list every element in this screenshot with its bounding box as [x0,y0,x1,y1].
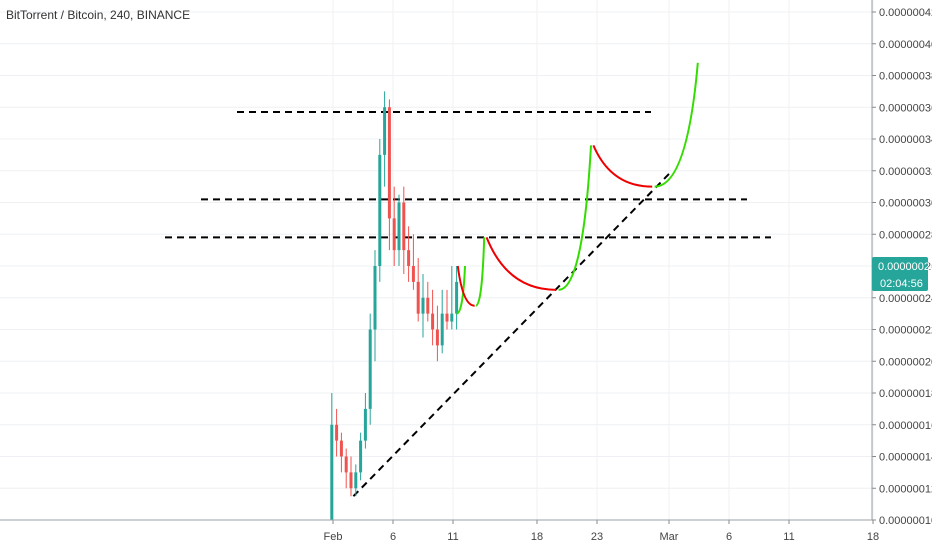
candle [402,186,406,274]
y-tick-label: 0.00000028 [879,229,932,241]
candle-body [440,313,444,346]
y-tick-label: 0.00000016 [879,420,932,432]
candle-body [445,313,449,322]
projection-up [558,145,592,291]
candle [383,91,387,187]
y-tick-label: 0.00000018 [879,388,932,400]
chart-title: BitTorrent / Bitcoin, 240, BINANCE [6,8,190,22]
candle [397,194,401,266]
guide-lines [165,111,771,497]
candle-body [411,266,415,282]
x-tick-label: 23 [591,531,603,543]
candle-body [359,440,363,473]
candle-body [330,424,334,520]
candle [339,432,343,473]
projection-lines [456,62,699,315]
candle-body [407,250,411,266]
candle [440,289,444,354]
x-tick-label: 18 [867,531,879,543]
y-tick-label: 0.00000010 [879,515,932,527]
candle-body [354,472,358,489]
candle [368,313,372,425]
candle [359,432,363,481]
candle [349,456,353,497]
candle [426,281,430,322]
projection-down [592,144,653,188]
y-tick-label: 0.00000036 [879,102,932,114]
candle-body [387,107,391,219]
candle [450,266,454,330]
candle [354,464,358,497]
candle [378,139,382,282]
candle [373,250,377,362]
y-tick-label: 0.00000014 [879,452,932,464]
candle [445,289,449,330]
y-tick-label: 0.00000012 [879,483,932,495]
x-tick-label: Mar [660,531,679,543]
candle [387,99,391,251]
candle-body [339,440,343,457]
projection-up [654,62,699,188]
candle [363,393,367,449]
candle-body [431,313,435,330]
y-tick-label: 0.00000040 [879,39,932,51]
candle [407,226,411,282]
y-tick-label: 0.00000038 [879,71,932,83]
candle-body [383,107,387,155]
candle [431,289,435,346]
projection-down [485,237,557,291]
price-tag-background [872,257,928,291]
candle-body [421,297,425,314]
candle [330,393,334,520]
candle-body [349,472,353,489]
candle-body [373,266,377,330]
candle-body [402,202,406,251]
projection-down [456,265,475,307]
x-tick-label: 6 [726,531,732,543]
candle-body [335,424,339,441]
candle-body [397,202,401,251]
x-tick-label: 11 [447,531,458,543]
candle [416,258,420,322]
candle [344,448,348,489]
current-price-tag: 0.00000026 02:04:56 [872,257,932,291]
y-tick-label: 0.00000034 [879,134,932,146]
y-tick-label: 0.00000030 [879,198,932,210]
x-tick-label: 6 [390,531,396,543]
projection-up [475,237,486,307]
x-tick-label: 18 [531,531,543,543]
candle [455,266,459,330]
candle-body [450,313,454,322]
candle-body [368,329,372,409]
candle [421,273,425,338]
candle-body [435,329,439,346]
candle [411,234,415,290]
candle-body [416,281,420,314]
x-tick-label: 11 [783,531,794,543]
y-tick-label: 0.00000022 [879,325,932,337]
grid [0,0,874,521]
candle-body [392,218,396,251]
candle-body [363,408,367,441]
candle-body [344,456,348,473]
y-tick-label: 0.00000042 [879,7,932,19]
countdown-timer: 02:04:56 [880,278,923,290]
candle [435,305,439,362]
x-tick-label: Feb [324,531,343,543]
candle [335,408,339,457]
candles [330,91,459,520]
y-tick-label: 0.00000020 [879,356,932,368]
trend-line [352,173,670,497]
candle-body [455,281,459,314]
y-tick-label: 0.00000032 [879,166,932,178]
candle-body [426,297,430,314]
current-price-value: 0.00000026 [878,261,932,273]
y-tick-label: 0.00000024 [879,293,932,305]
candle [392,186,396,266]
candle-body [378,154,382,266]
projection-up [456,265,466,315]
